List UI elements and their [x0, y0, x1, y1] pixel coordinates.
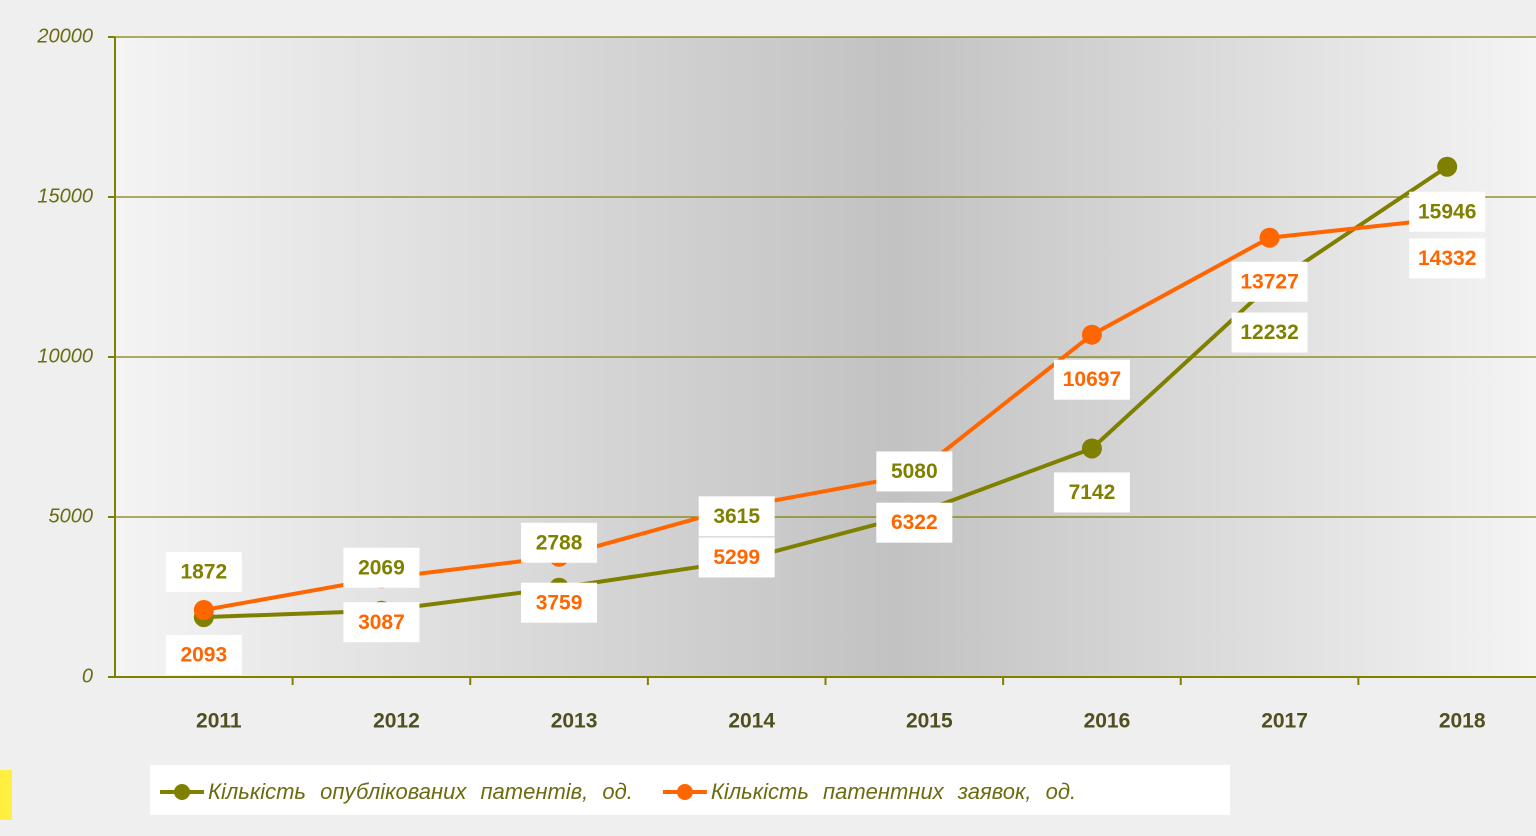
data-label: 13727 — [1240, 270, 1298, 293]
data-label: 5080 — [891, 460, 938, 483]
x-tick-label: 2013 — [551, 710, 598, 733]
data-label: 15946 — [1418, 200, 1476, 223]
data-label-box — [1053, 359, 1130, 400]
data-label-box — [165, 552, 242, 593]
y-tick-label: 10000 — [37, 345, 93, 367]
data-label: 6322 — [891, 511, 938, 534]
data-point — [1437, 156, 1458, 177]
data-label: 10697 — [1063, 368, 1121, 391]
y-tick-label: 5000 — [49, 505, 94, 527]
data-label: 14332 — [1418, 247, 1476, 270]
data-label-box — [1231, 312, 1308, 353]
x-tick-label: 2011 — [196, 710, 242, 733]
data-label-box — [1231, 261, 1308, 302]
x-tick-label: 2012 — [373, 710, 420, 733]
y-tick-label: 20000 — [36, 25, 93, 47]
data-label: 12232 — [1240, 321, 1298, 344]
data-label-box — [698, 537, 775, 578]
legend-label: Кількість патентних заявок, од. — [711, 779, 1076, 804]
data-point — [193, 600, 214, 621]
data-label-box — [1053, 472, 1130, 513]
data-label-box — [521, 582, 598, 623]
data-label: 3615 — [713, 505, 760, 528]
data-label: 1872 — [180, 561, 227, 584]
legend-label: Кількість опублікованих патентів, од. — [208, 779, 633, 804]
data-point — [1081, 324, 1102, 345]
data-point — [1081, 438, 1102, 459]
legend-marker — [174, 784, 190, 800]
data-label-box — [698, 496, 775, 537]
data-label: 2069 — [358, 556, 405, 579]
decoration — [0, 770, 12, 820]
y-tick-label: 0 — [82, 665, 93, 687]
x-tick-label: 2017 — [1261, 710, 1308, 733]
data-label-box — [165, 635, 242, 676]
data-label: 2093 — [180, 644, 227, 667]
data-label-box — [1409, 191, 1486, 232]
data-point — [1259, 227, 1280, 248]
x-tick-label: 2014 — [728, 710, 775, 733]
y-tick-label: 15000 — [37, 185, 93, 207]
x-tick-label: 2015 — [906, 710, 953, 733]
data-label-box — [521, 522, 598, 563]
x-tick-label: 2016 — [1084, 710, 1131, 733]
data-label-box — [876, 502, 953, 543]
data-label: 3087 — [358, 611, 405, 634]
data-label: 5299 — [713, 546, 760, 569]
data-label: 7142 — [1069, 481, 1116, 504]
data-label-box — [876, 451, 953, 492]
legend-marker — [676, 784, 693, 800]
data-label: 3759 — [536, 591, 583, 614]
x-tick-label: 2018 — [1439, 710, 1486, 733]
data-label: 2788 — [536, 531, 583, 554]
data-label-box — [343, 602, 420, 643]
data-label-box — [343, 547, 420, 588]
data-label-box — [1409, 238, 1486, 279]
